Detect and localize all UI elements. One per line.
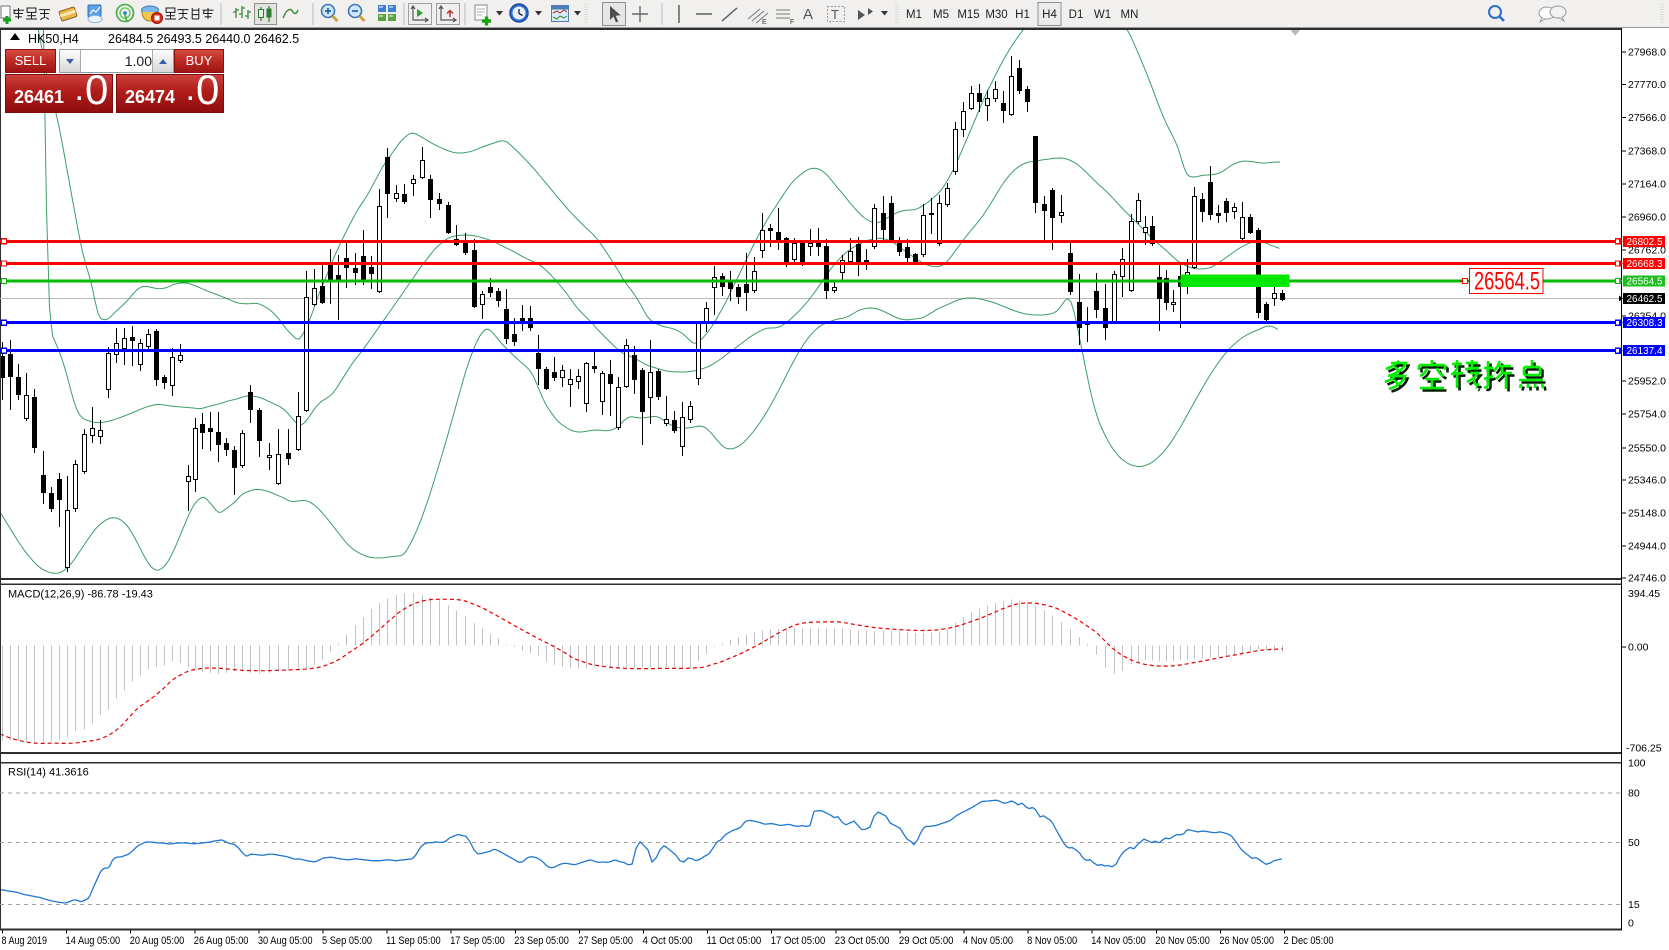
svg-text:26308.3: 26308.3 (1627, 317, 1663, 329)
svg-text:30 Aug 05:00: 30 Aug 05:00 (258, 935, 313, 947)
svg-text:0.00: 0.00 (1628, 641, 1649, 653)
svg-text:394.45: 394.45 (1628, 588, 1660, 600)
svg-text:H4: H4 (1042, 9, 1057, 21)
svg-text:M5: M5 (933, 9, 949, 21)
svg-text:20 Nov 05:00: 20 Nov 05:00 (1155, 935, 1210, 947)
svg-text:26 Aug 05:00: 26 Aug 05:00 (194, 935, 249, 947)
svg-text:27566.0: 27566.0 (1628, 112, 1666, 124)
svg-text:RSI(14) 41.3616: RSI(14) 41.3616 (8, 767, 89, 779)
svg-text:26960.0: 26960.0 (1628, 212, 1666, 224)
svg-text:A: A (803, 6, 813, 23)
svg-text:M30: M30 (985, 9, 1007, 21)
svg-text:25754.0: 25754.0 (1628, 409, 1666, 421)
svg-text:26802.5: 26802.5 (1627, 236, 1663, 248)
svg-text:26762.0: 26762.0 (1628, 245, 1666, 257)
svg-text:26462.5: 26462.5 (1627, 293, 1663, 305)
svg-text:80: 80 (1628, 787, 1640, 799)
svg-text:11 Oct 05:00: 11 Oct 05:00 (707, 935, 762, 947)
svg-text:27968.0: 27968.0 (1628, 47, 1666, 59)
svg-text:15: 15 (1628, 899, 1640, 911)
svg-text:27770.0: 27770.0 (1628, 79, 1666, 91)
svg-text:17 Sep 05:00: 17 Sep 05:00 (450, 935, 505, 947)
svg-text:MN: MN (1121, 9, 1139, 21)
svg-text:W1: W1 (1094, 9, 1111, 21)
svg-text:23 Sep 05:00: 23 Sep 05:00 (514, 935, 569, 947)
svg-text:23 Oct 05:00: 23 Oct 05:00 (835, 935, 890, 947)
svg-text:26484.5 26493.5 26440.0 26462.: 26484.5 26493.5 26440.0 26462.5 (108, 32, 299, 46)
svg-text:24944.0: 24944.0 (1628, 541, 1666, 553)
svg-text:8 Nov 05:00: 8 Nov 05:00 (1027, 935, 1077, 947)
svg-text:2 Dec 05:00: 2 Dec 05:00 (1284, 935, 1334, 947)
svg-text:5 Sep 05:00: 5 Sep 05:00 (322, 935, 372, 947)
svg-text:4 Nov 05:00: 4 Nov 05:00 (963, 935, 1013, 947)
svg-text:14 Nov 05:00: 14 Nov 05:00 (1091, 935, 1146, 947)
svg-text:MACD(12,26,9) -86.78 -19.43: MACD(12,26,9) -86.78 -19.43 (8, 589, 153, 601)
svg-text:25346.0: 25346.0 (1628, 475, 1666, 487)
svg-text:D1: D1 (1069, 9, 1084, 21)
svg-text:26668.3: 26668.3 (1627, 258, 1663, 270)
svg-text:26137.4: 26137.4 (1627, 345, 1663, 357)
svg-text:27164.0: 27164.0 (1628, 179, 1666, 191)
svg-text:F: F (790, 19, 794, 26)
svg-text:27 Sep 05:00: 27 Sep 05:00 (578, 935, 633, 947)
svg-text:26564.5: 26564.5 (1627, 276, 1663, 288)
svg-text:24746.0: 24746.0 (1628, 573, 1666, 585)
svg-text:M1: M1 (906, 9, 922, 21)
svg-text:14 Aug 05:00: 14 Aug 05:00 (66, 935, 121, 947)
svg-text:E: E (762, 19, 767, 26)
svg-text:25952.0: 25952.0 (1628, 376, 1666, 388)
svg-text:26 Nov 05:00: 26 Nov 05:00 (1219, 935, 1274, 947)
svg-text:0: 0 (1628, 918, 1634, 930)
svg-text:25148.0: 25148.0 (1628, 508, 1666, 520)
svg-text:29 Oct 05:00: 29 Oct 05:00 (899, 935, 954, 947)
svg-text:HK50,H4: HK50,H4 (28, 32, 79, 46)
svg-text:17 Oct 05:00: 17 Oct 05:00 (771, 935, 826, 947)
svg-text:50: 50 (1628, 837, 1640, 849)
svg-text:11 Sep 05:00: 11 Sep 05:00 (386, 935, 441, 947)
svg-text:T: T (831, 7, 839, 22)
svg-text:4 Oct 05:00: 4 Oct 05:00 (643, 935, 693, 947)
svg-text:-706.25: -706.25 (1626, 743, 1662, 755)
svg-text:M15: M15 (957, 9, 979, 21)
svg-text:26564.5: 26564.5 (1474, 268, 1540, 296)
svg-text:25550.0: 25550.0 (1628, 443, 1666, 455)
svg-text:H1: H1 (1015, 9, 1030, 21)
svg-text:100: 100 (1628, 757, 1646, 769)
svg-text:27368.0: 27368.0 (1628, 146, 1666, 158)
svg-text:8 Aug 2019: 8 Aug 2019 (2, 935, 48, 947)
svg-text:20 Aug 05:00: 20 Aug 05:00 (130, 935, 185, 947)
